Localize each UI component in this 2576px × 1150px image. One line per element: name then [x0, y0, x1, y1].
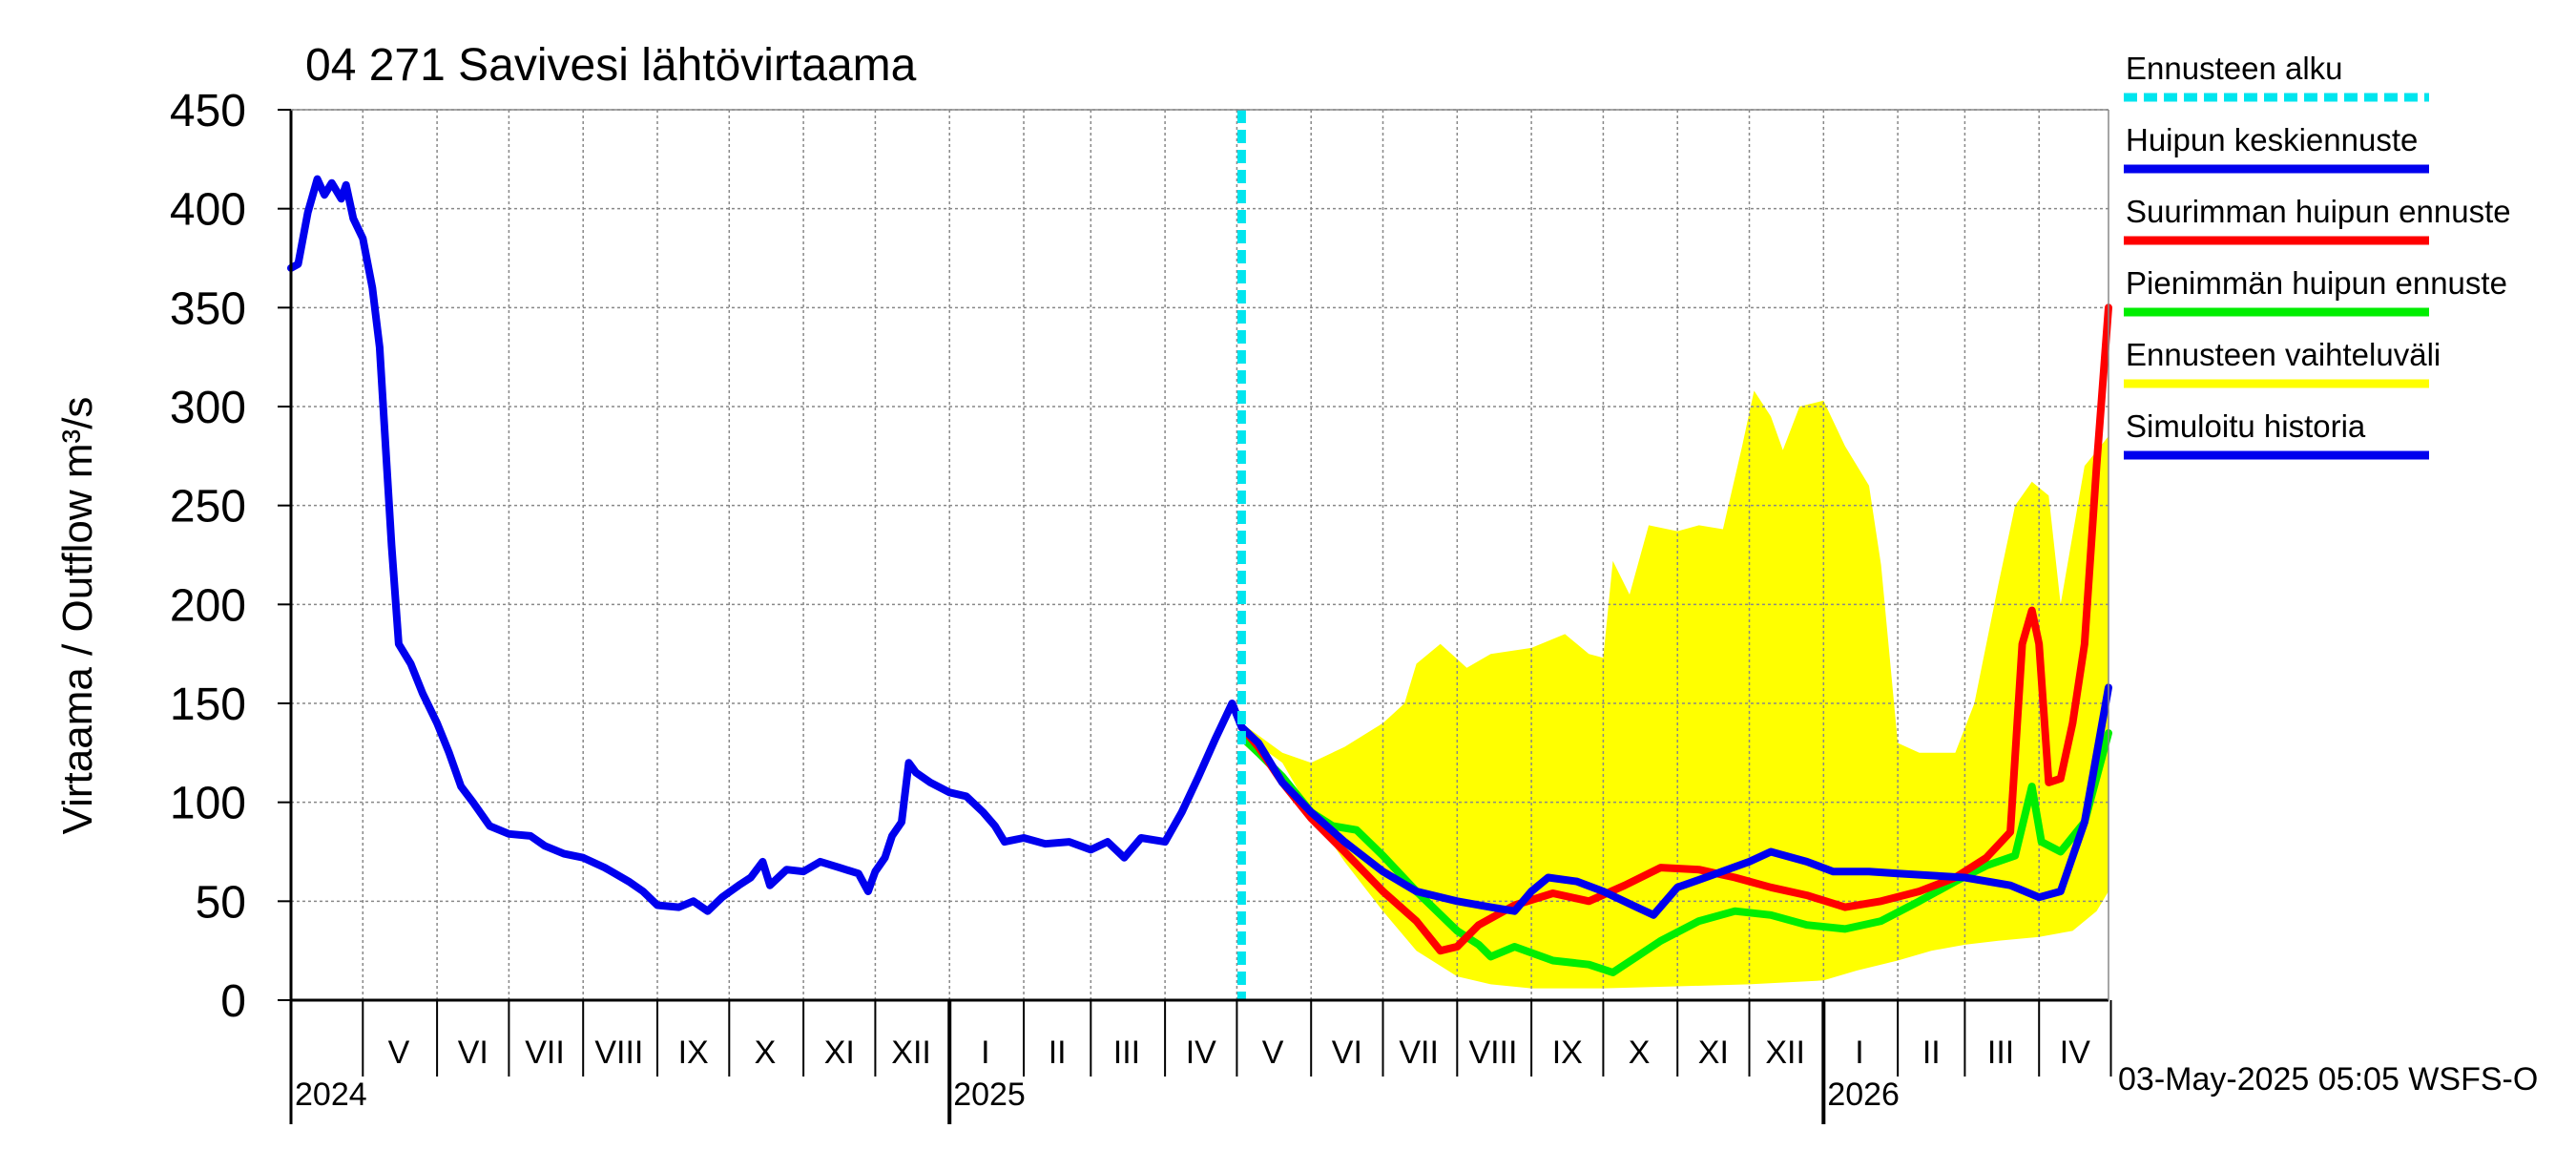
- y-tick-label: 0: [220, 976, 246, 1027]
- month-label: V: [1262, 1035, 1284, 1071]
- month-label: II: [1922, 1035, 1941, 1071]
- forecast-band-layer: [1241, 390, 2109, 989]
- month-label: IX: [678, 1035, 709, 1071]
- legend-label: Ennusteen vaihteluväli: [2126, 337, 2441, 372]
- y-tick-label: 350: [170, 283, 246, 334]
- y-tick-label: 400: [170, 185, 246, 236]
- month-label: VII: [525, 1035, 565, 1071]
- month-label: III: [1113, 1035, 1140, 1071]
- y-tick-label: 50: [196, 877, 246, 928]
- y-tick-label: 150: [170, 680, 246, 730]
- legend-label: Simuloitu historia: [2126, 408, 2366, 444]
- y-tick-label: 300: [170, 383, 246, 433]
- legend-label: Huipun keskiennuste: [2126, 122, 2418, 157]
- month-label: X: [1629, 1035, 1651, 1071]
- month-label: III: [1987, 1035, 2014, 1071]
- month-label: IV: [2060, 1035, 2090, 1071]
- y-axis-label: Virtaama / Outflow m³/s: [54, 397, 101, 835]
- month-label: I: [981, 1035, 989, 1071]
- year-label: 2025: [953, 1077, 1026, 1113]
- month-label: X: [755, 1035, 777, 1071]
- legend-label: Ennusteen alku: [2126, 51, 2343, 86]
- series-line-simuloitu-historia: [287, 175, 1246, 915]
- month-label: VIII: [1468, 1035, 1517, 1071]
- series-line-suurimman-huipun-ennuste: [1237, 303, 2112, 955]
- month-label: XI: [1698, 1035, 1729, 1071]
- year-label: 2024: [295, 1077, 367, 1113]
- month-label: XII: [891, 1035, 931, 1071]
- month-label: VI: [458, 1035, 488, 1071]
- month-label: II: [1049, 1035, 1067, 1071]
- series-line-pienimman-huipun-ennuste: [1237, 729, 2112, 976]
- month-label: I: [1855, 1035, 1863, 1071]
- chart-title: 04 271 Savivesi lähtövirtaama: [305, 40, 917, 91]
- y-tick-label: 200: [170, 580, 246, 631]
- forecast-range-band: [1241, 390, 2109, 989]
- footer-timestamp: 03-May-2025 05:05 WSFS-O: [2118, 1061, 2538, 1098]
- series-line-huipun-keskiennuste: [1237, 683, 2112, 919]
- year-label: 2026: [1827, 1077, 1900, 1113]
- legend-label: Suurimman huipun ennuste: [2126, 194, 2511, 229]
- month-label: IV: [1186, 1035, 1216, 1071]
- y-tick-label: 100: [170, 779, 246, 829]
- month-label: XII: [1765, 1035, 1805, 1071]
- month-label: V: [388, 1035, 410, 1071]
- series-layer: [287, 110, 2112, 1000]
- y-tick-label: 450: [170, 86, 246, 136]
- legend-label: Pienimmän huipun ennuste: [2126, 265, 2507, 301]
- legend: Ennusteen alku Huipun keskiennuste Suurimm…: [2124, 51, 2511, 460]
- y-tick-label: 250: [170, 482, 246, 533]
- month-label: VII: [1399, 1035, 1439, 1071]
- month-label: VI: [1332, 1035, 1362, 1071]
- month-label: IX: [1552, 1035, 1583, 1071]
- month-label: VIII: [594, 1035, 643, 1071]
- month-label: XI: [824, 1035, 855, 1071]
